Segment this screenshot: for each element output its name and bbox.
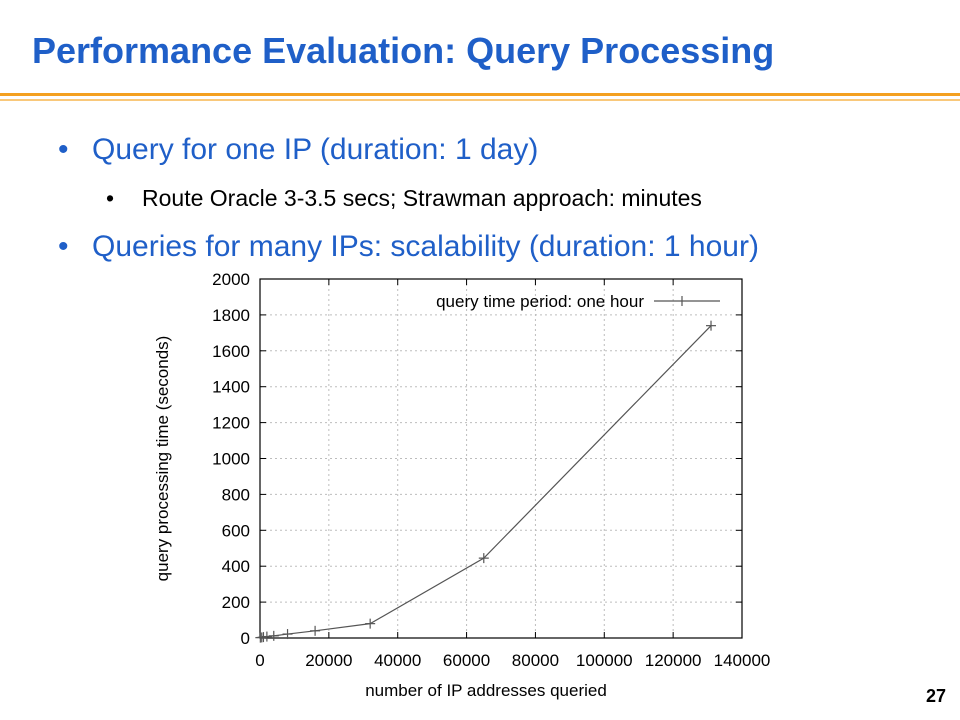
data-point-marker xyxy=(365,618,376,629)
data-point-marker xyxy=(706,320,717,331)
legend-label: query time period: one hour xyxy=(436,292,644,311)
y-tick-label: 800 xyxy=(222,485,250,504)
sub-bullet-dot: • xyxy=(106,185,115,211)
bullet-dot: • xyxy=(58,133,69,166)
sub-bullet-route-oracle-text: Route Oracle 3-3.5 secs; Strawman approa… xyxy=(142,185,702,211)
series-line xyxy=(260,325,712,639)
y-tick-label: 1800 xyxy=(212,306,250,325)
x-tick-label: 80000 xyxy=(512,651,559,670)
y-tick-label: 1200 xyxy=(212,414,250,433)
sub-bullet-route-oracle: • Route Oracle 3-3.5 secs; Strawman appro… xyxy=(106,185,702,212)
title-divider xyxy=(0,93,960,96)
bullet-one-ip-text: Query for one IP (duration: 1 day) xyxy=(92,133,539,166)
y-axis-label: query processing time (seconds) xyxy=(153,336,172,582)
y-tick-label: 400 xyxy=(222,557,250,576)
y-tick-label: 0 xyxy=(241,629,250,648)
x-tick-label: 120000 xyxy=(645,651,702,670)
x-tick-label: 60000 xyxy=(443,651,490,670)
data-point-marker xyxy=(261,631,272,642)
y-tick-label: 1000 xyxy=(212,450,250,469)
page-number: 27 xyxy=(925,686,946,706)
bullet-one-ip: • Query for one IP (duration: 1 day) xyxy=(58,133,538,167)
x-tick-label: 0 xyxy=(255,651,264,670)
x-tick-label: 40000 xyxy=(374,651,421,670)
y-tick-label: 2000 xyxy=(212,270,250,289)
slide-title: Performance Evaluation: Query Processing xyxy=(32,30,775,71)
title-divider-light xyxy=(0,99,960,101)
y-tick-label: 1400 xyxy=(212,378,250,397)
x-axis-label: number of IP addresses queried xyxy=(365,681,607,700)
bullet-many-ips: • Queries for many IPs: scalability (dura… xyxy=(58,230,759,264)
data-point-marker xyxy=(268,630,279,641)
x-tick-label: 20000 xyxy=(305,651,352,670)
y-tick-label: 600 xyxy=(222,521,250,540)
bullet-many-ips-text: Queries for many IPs: scalability (durat… xyxy=(92,230,759,263)
data-point-marker xyxy=(478,553,489,564)
x-tick-label: 100000 xyxy=(576,651,633,670)
y-tick-label: 200 xyxy=(222,593,250,612)
bullet-dot: • xyxy=(58,230,69,263)
data-point-marker xyxy=(310,625,321,636)
x-tick-label: 140000 xyxy=(714,651,771,670)
data-point-marker xyxy=(282,629,293,640)
y-tick-label: 1600 xyxy=(212,342,250,361)
